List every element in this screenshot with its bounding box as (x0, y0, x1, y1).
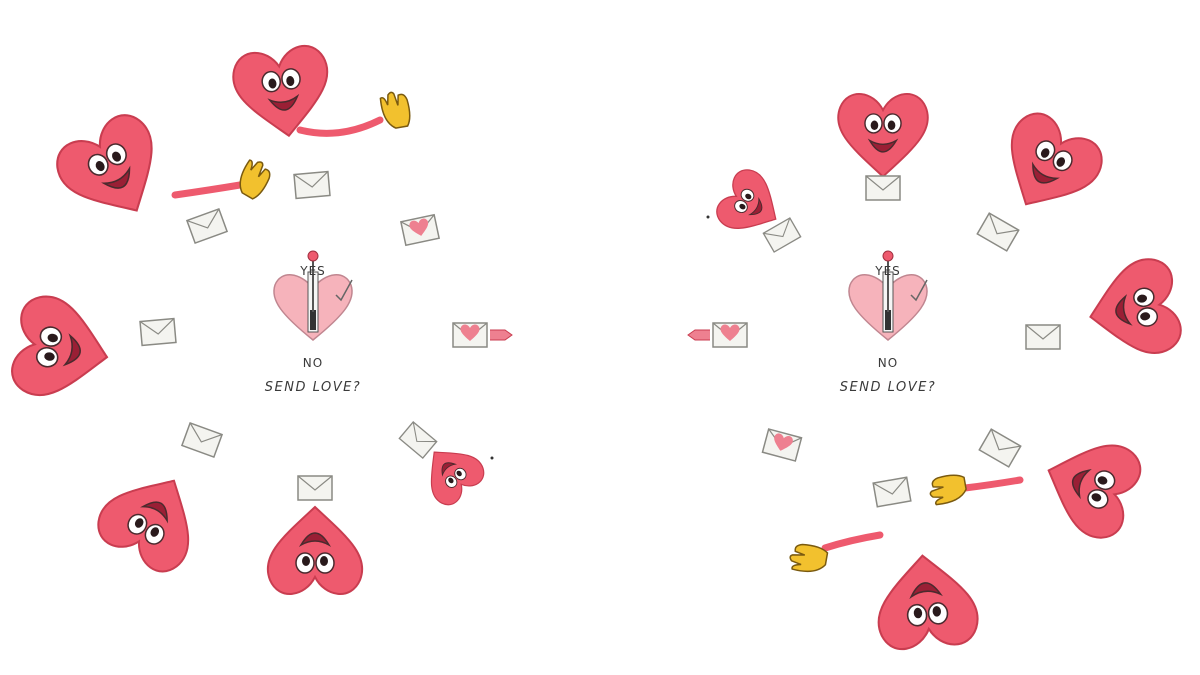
right-switch-labels: YES NO SEND LOVE? (818, 248, 958, 418)
send-love-prompt: SEND LOVE? (264, 380, 362, 395)
envelope-icon (872, 476, 912, 508)
heart-character (88, 456, 216, 581)
dot-mark (490, 456, 494, 460)
heart-character (47, 105, 181, 237)
heart-character (1031, 425, 1148, 546)
envelope-icon (762, 217, 802, 253)
envelope-icon (139, 317, 177, 347)
heart-character (229, 42, 337, 144)
glove-icon (232, 155, 276, 202)
heart-arm (821, 531, 884, 552)
arrow-icon (687, 329, 710, 341)
heart-character (984, 104, 1112, 229)
envelope-icon (452, 322, 488, 348)
right-heart-ring (687, 93, 1186, 653)
envelope-icon (293, 170, 331, 200)
heart-character (266, 506, 364, 595)
heart-arm (296, 116, 384, 137)
envelope-icon (761, 428, 803, 462)
envelope-icon (978, 428, 1022, 468)
envelope-icon (976, 212, 1020, 252)
arrow-icon (490, 329, 513, 341)
no-label: NO (302, 356, 324, 370)
left-heart-ring (7, 42, 513, 595)
envelope-icon (398, 421, 438, 459)
envelope-icon (400, 213, 440, 247)
send-love-prompt: SEND LOVE? (839, 380, 937, 395)
envelope-icon (181, 422, 223, 458)
left-send-love-switch (273, 250, 353, 341)
no-label: NO (877, 356, 899, 370)
dot-mark (706, 215, 710, 219)
heart-character (1081, 254, 1186, 365)
envelope-icon (1025, 324, 1061, 350)
yes-label: YES (300, 264, 326, 278)
glove-icon (378, 89, 413, 131)
heart-arm (961, 476, 1024, 492)
yes-label: YES (875, 264, 901, 278)
envelope-icon (186, 208, 228, 244)
envelope-icon (865, 175, 901, 201)
envelope-icon (712, 322, 748, 348)
glove-icon (927, 472, 969, 507)
right-send-love-switch (848, 250, 928, 341)
heart-arm (171, 181, 244, 199)
heart-character (837, 93, 929, 178)
left-switch-labels: YES NO SEND LOVE? (243, 248, 383, 418)
envelope-icon (297, 475, 333, 501)
heart-character (7, 291, 117, 408)
heart-character (871, 550, 981, 653)
